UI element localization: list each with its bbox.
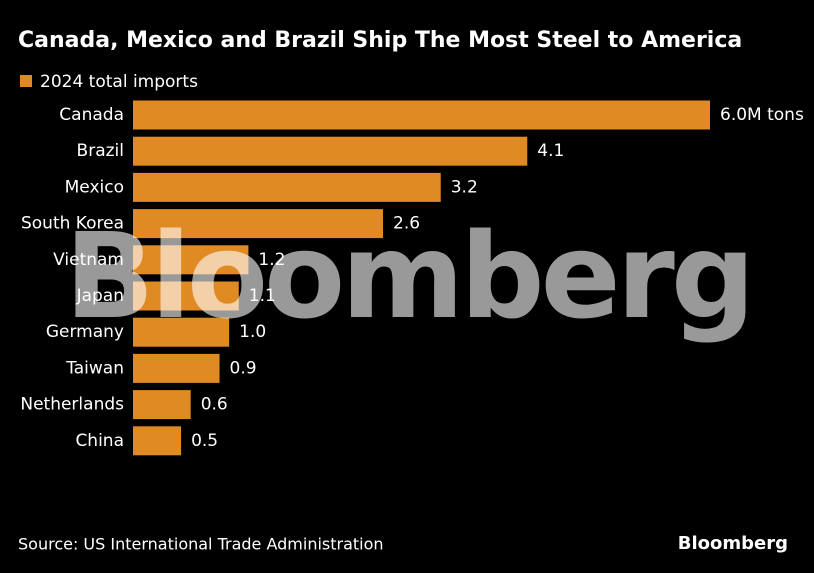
bar (133, 245, 249, 275)
category-label: Vietnam (53, 250, 124, 270)
legend-label: 2024 total imports (40, 72, 198, 92)
category-label: Canada (59, 105, 124, 125)
value-label: 6.0M tons (720, 105, 804, 125)
watermark: Bloomberg (65, 207, 752, 345)
bar (133, 426, 182, 456)
source: Source: US International Trade Administr… (18, 535, 384, 554)
category-label: Netherlands (20, 395, 124, 415)
bar (133, 209, 384, 239)
bar (133, 281, 239, 311)
bar (133, 100, 710, 130)
value-label: 0.9 (230, 358, 257, 378)
chart-title: Canada, Mexico and Brazil Ship The Most … (18, 28, 742, 53)
category-label: Japan (76, 286, 124, 306)
category-label: China (75, 431, 124, 451)
value-label: 1.0 (239, 322, 266, 342)
value-label: 2.6 (393, 214, 420, 234)
value-label: 1.2 (258, 250, 285, 270)
bar (133, 172, 441, 202)
value-label: 4.1 (537, 141, 564, 161)
category-label: Brazil (77, 141, 124, 161)
bar (133, 353, 220, 383)
legend-swatch (20, 75, 32, 87)
bar (133, 136, 528, 166)
value-label: 0.5 (191, 431, 218, 451)
value-label: 3.2 (451, 177, 478, 197)
logo: Bloomberg (678, 533, 788, 554)
category-label: South Korea (21, 214, 124, 234)
category-label: Mexico (65, 177, 124, 197)
value-label: 0.6 (201, 395, 228, 415)
value-label: 1.1 (249, 286, 276, 306)
bar (133, 390, 191, 420)
category-label: Germany (46, 322, 124, 342)
bar (133, 317, 230, 347)
category-label: Taiwan (65, 358, 124, 378)
